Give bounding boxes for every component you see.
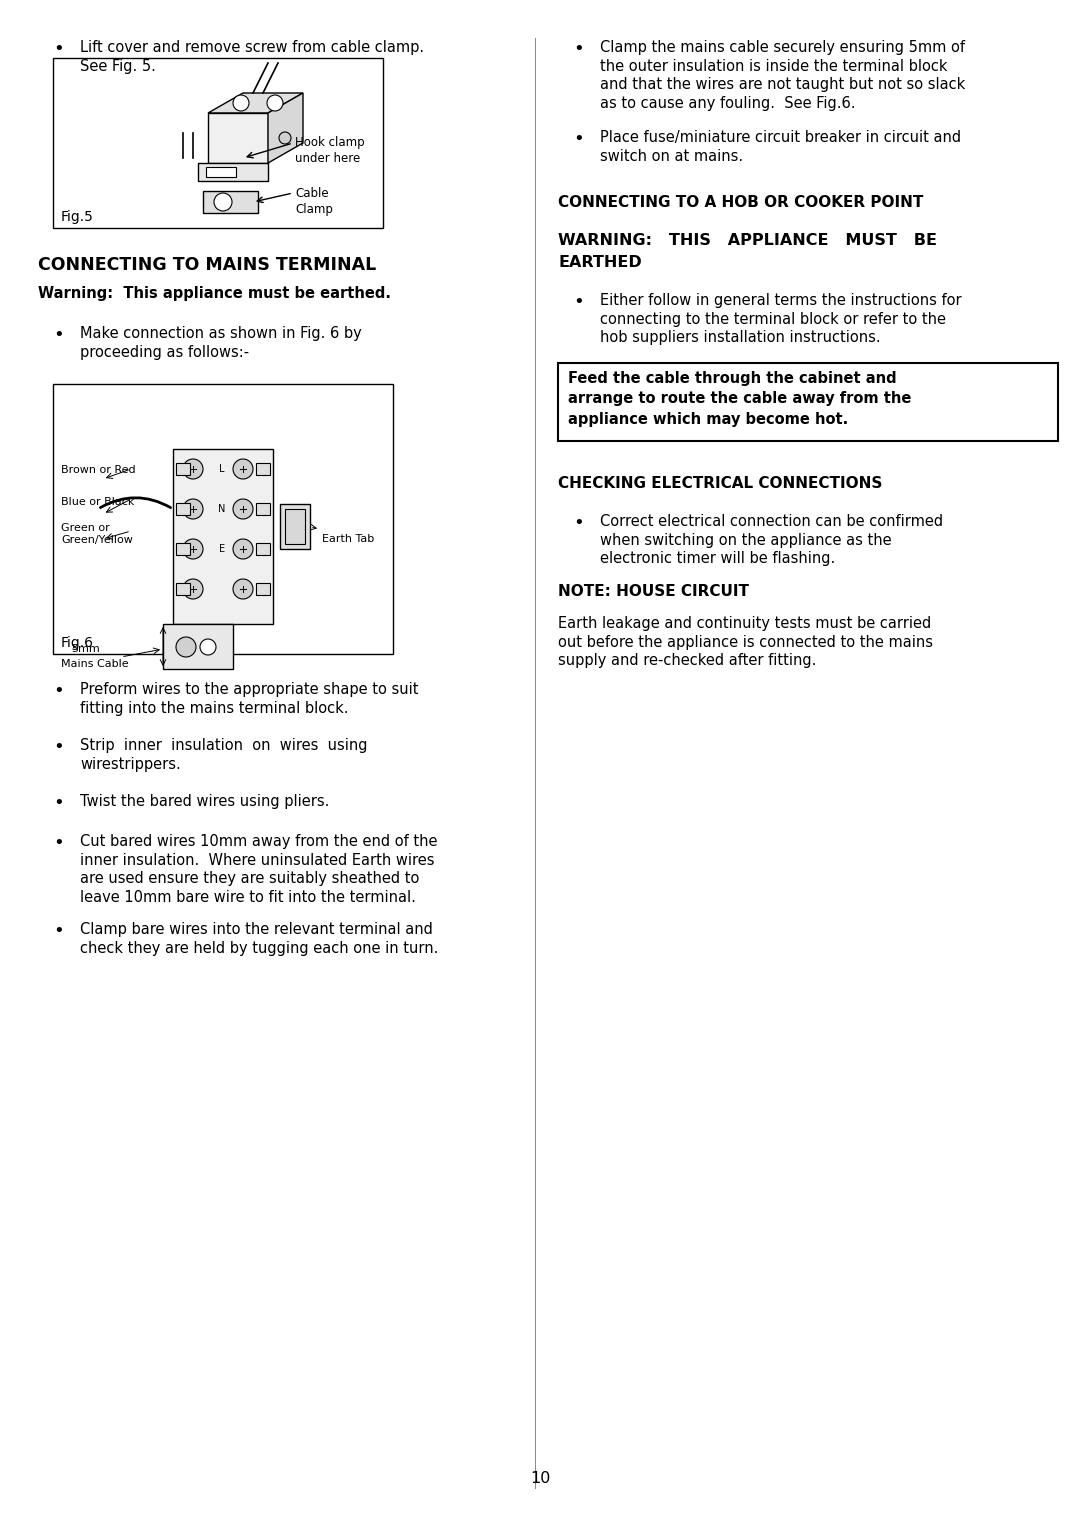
Bar [256, 463, 270, 475]
Text: Blue or Black: Blue or Black [60, 497, 134, 507]
Circle shape [183, 500, 203, 520]
Circle shape [214, 193, 232, 211]
Bar [173, 449, 273, 623]
Text: CHECKING ELECTRICAL CONNECTIONS: CHECKING ELECTRICAL CONNECTIONS [558, 477, 882, 490]
Text: Correct electrical connection can be confirmed
when switching on the appliance a: Correct electrical connection can be con… [600, 513, 943, 567]
Text: Either follow in general terms the instructions for
connecting to the terminal b: Either follow in general terms the instr… [600, 293, 961, 345]
Text: Earth Tab: Earth Tab [322, 533, 375, 544]
Text: •: • [53, 738, 64, 756]
Text: 5mm: 5mm [71, 643, 99, 654]
Text: Fig.5: Fig.5 [60, 209, 94, 225]
Bar [198, 163, 268, 180]
Text: NOTE: HOUSE CIRCUIT: NOTE: HOUSE CIRCUIT [558, 584, 750, 599]
Text: •: • [53, 795, 64, 811]
Bar [256, 584, 270, 594]
Circle shape [183, 539, 203, 559]
Circle shape [233, 95, 249, 112]
Text: Strip  inner  insulation  on  wires  using
wirestrippers.: Strip inner insulation on wires using wi… [80, 738, 367, 772]
Bar [176, 463, 190, 475]
Text: Feed the cable through the cabinet and
arrange to route the cable away from the
: Feed the cable through the cabinet and a… [568, 371, 912, 426]
Circle shape [267, 95, 283, 112]
Text: CONNECTING TO MAINS TERMINAL: CONNECTING TO MAINS TERMINAL [38, 257, 376, 274]
Text: Green or: Green or [60, 523, 110, 533]
Text: 10: 10 [530, 1471, 550, 1487]
Circle shape [200, 639, 216, 656]
Text: E: E [219, 544, 225, 555]
Text: Cut bared wires 10mm away from the end of the
inner insulation.  Where uninsulat: Cut bared wires 10mm away from the end o… [80, 834, 437, 905]
Bar [53, 58, 383, 228]
Text: Green/Yellow: Green/Yellow [60, 535, 133, 545]
Circle shape [183, 579, 203, 599]
Text: •: • [53, 40, 64, 58]
Bar [163, 623, 233, 669]
Bar [176, 503, 190, 515]
Text: Brown or Red: Brown or Red [60, 465, 136, 475]
Text: Clamp bare wires into the relevant terminal and
check they are held by tugging e: Clamp bare wires into the relevant termi… [80, 921, 438, 955]
Polygon shape [208, 93, 303, 113]
Bar [206, 167, 237, 177]
Text: CONNECTING TO A HOB OR COOKER POINT: CONNECTING TO A HOB OR COOKER POINT [558, 196, 923, 209]
Text: L: L [219, 465, 225, 474]
Circle shape [176, 637, 195, 657]
Text: Preform wires to the appropriate shape to suit
fitting into the mains terminal b: Preform wires to the appropriate shape t… [80, 681, 419, 715]
Text: Warning:  This appliance must be earthed.: Warning: This appliance must be earthed. [38, 286, 391, 301]
Bar [285, 509, 305, 544]
Text: Place fuse/miniature circuit breaker in circuit and
switch on at mains.: Place fuse/miniature circuit breaker in … [600, 130, 961, 163]
Circle shape [233, 539, 253, 559]
Text: •: • [53, 681, 64, 700]
Text: WARNING:   THIS   APPLIANCE   MUST   BE: WARNING: THIS APPLIANCE MUST BE [558, 232, 937, 248]
Polygon shape [268, 93, 303, 163]
Text: Mains Cable: Mains Cable [60, 659, 129, 669]
Bar [280, 504, 310, 549]
Text: Twist the bared wires using pliers.: Twist the bared wires using pliers. [80, 795, 329, 808]
Polygon shape [208, 113, 268, 163]
Circle shape [233, 458, 253, 478]
Bar [176, 584, 190, 594]
Text: •: • [53, 834, 64, 853]
Bar [176, 542, 190, 555]
Text: •: • [573, 40, 584, 58]
Text: •: • [573, 130, 584, 148]
Bar [203, 191, 258, 212]
Text: •: • [573, 293, 584, 312]
Text: Cable
Clamp: Cable Clamp [295, 186, 333, 215]
Text: Fig.6: Fig.6 [60, 636, 94, 649]
Circle shape [233, 500, 253, 520]
Text: Lift cover and remove screw from cable clamp.
See Fig. 5.: Lift cover and remove screw from cable c… [80, 40, 424, 73]
Bar [256, 503, 270, 515]
Text: Make connection as shown in Fig. 6 by
proceeding as follows:-: Make connection as shown in Fig. 6 by pr… [80, 325, 362, 359]
Circle shape [233, 579, 253, 599]
Text: Hook clamp
under here: Hook clamp under here [295, 136, 365, 165]
Bar [256, 542, 270, 555]
Bar [53, 384, 393, 654]
Text: •: • [53, 325, 64, 344]
Text: N: N [218, 504, 226, 513]
Text: •: • [573, 513, 584, 532]
Text: Earth leakage and continuity tests must be carried
out before the appliance is c: Earth leakage and continuity tests must … [558, 616, 933, 668]
Circle shape [183, 458, 203, 478]
Circle shape [279, 131, 291, 144]
Bar [558, 364, 1058, 442]
Text: EARTHED: EARTHED [558, 255, 642, 270]
Text: •: • [53, 921, 64, 940]
Text: Clamp the mains cable securely ensuring 5mm of
the outer insulation is inside th: Clamp the mains cable securely ensuring … [600, 40, 966, 112]
